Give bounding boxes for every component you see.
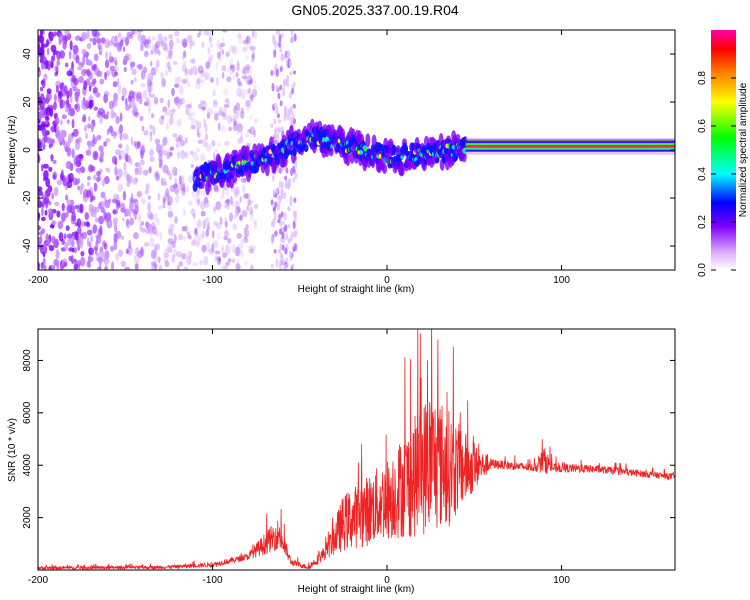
snr-ytick-label: 6000 bbox=[22, 401, 33, 424]
spectrogram-noise bbox=[38, 30, 258, 270]
spectrogram-xtick-label: -100 bbox=[203, 275, 223, 286]
spectrogram-ytick-label: 0 bbox=[22, 147, 33, 153]
spectrogram-vertical-stripe bbox=[270, 30, 298, 270]
snr-xtick-label: -200 bbox=[28, 575, 48, 586]
colorbar-tick-label: 0.0 bbox=[697, 263, 708, 277]
colorbar-gradient bbox=[711, 30, 736, 270]
spectrogram-signal-band bbox=[192, 118, 468, 196]
spectrogram-xtick-label: -200 bbox=[28, 275, 48, 286]
snr-xtick-label: -100 bbox=[203, 575, 223, 586]
colorbar-tick-label: 0.8 bbox=[697, 71, 708, 85]
snr-xtick-label: 0 bbox=[384, 575, 390, 586]
colorbar-label: Normalized spectral amplitude bbox=[738, 82, 749, 217]
snr-frame bbox=[37, 328, 676, 571]
spectrogram-steady-line bbox=[465, 138, 675, 155]
colorbar-tick-label: 0.4 bbox=[697, 167, 708, 181]
snr-series-line bbox=[38, 329, 675, 570]
snr-xtick-label: 100 bbox=[553, 575, 570, 586]
snr-ytick-label: 4000 bbox=[22, 454, 33, 477]
spectrogram-ytick-label: 20 bbox=[22, 96, 33, 108]
snr-ytick-label: 8000 bbox=[22, 349, 33, 372]
colorbar: 0.0 0.2 0.4 0.6 0.8 Normalized spectral ampl… bbox=[697, 30, 749, 277]
figure-title: GN05.2025.337.00.19.R04 bbox=[291, 2, 459, 18]
spectrogram-ylabel: Frequency (Hz) bbox=[7, 116, 18, 185]
spectrogram-ytick-label: 40 bbox=[22, 48, 33, 60]
spectrogram-xtick-label: 100 bbox=[553, 275, 570, 286]
snr-ylabel: SNR (10 * v/v) bbox=[7, 418, 18, 482]
snr-xlabel: Height of straight line (km) bbox=[298, 584, 415, 595]
spectrogram-xlabel: Height of straight line (km) bbox=[298, 284, 415, 295]
spectrogram-xtick-label: 0 bbox=[384, 275, 390, 286]
snr-plot: -200 -100 0 100 2000 4000 6000 8000 Height of s… bbox=[7, 328, 676, 595]
colorbar-tick-label: 0.2 bbox=[697, 215, 708, 229]
spectrogram-ytick-label: -40 bbox=[22, 238, 33, 253]
spectrogram-ytick-label: -20 bbox=[22, 190, 33, 205]
snr-ytick-label: 2000 bbox=[22, 506, 33, 529]
colorbar-tick-label: 0.6 bbox=[697, 119, 708, 133]
